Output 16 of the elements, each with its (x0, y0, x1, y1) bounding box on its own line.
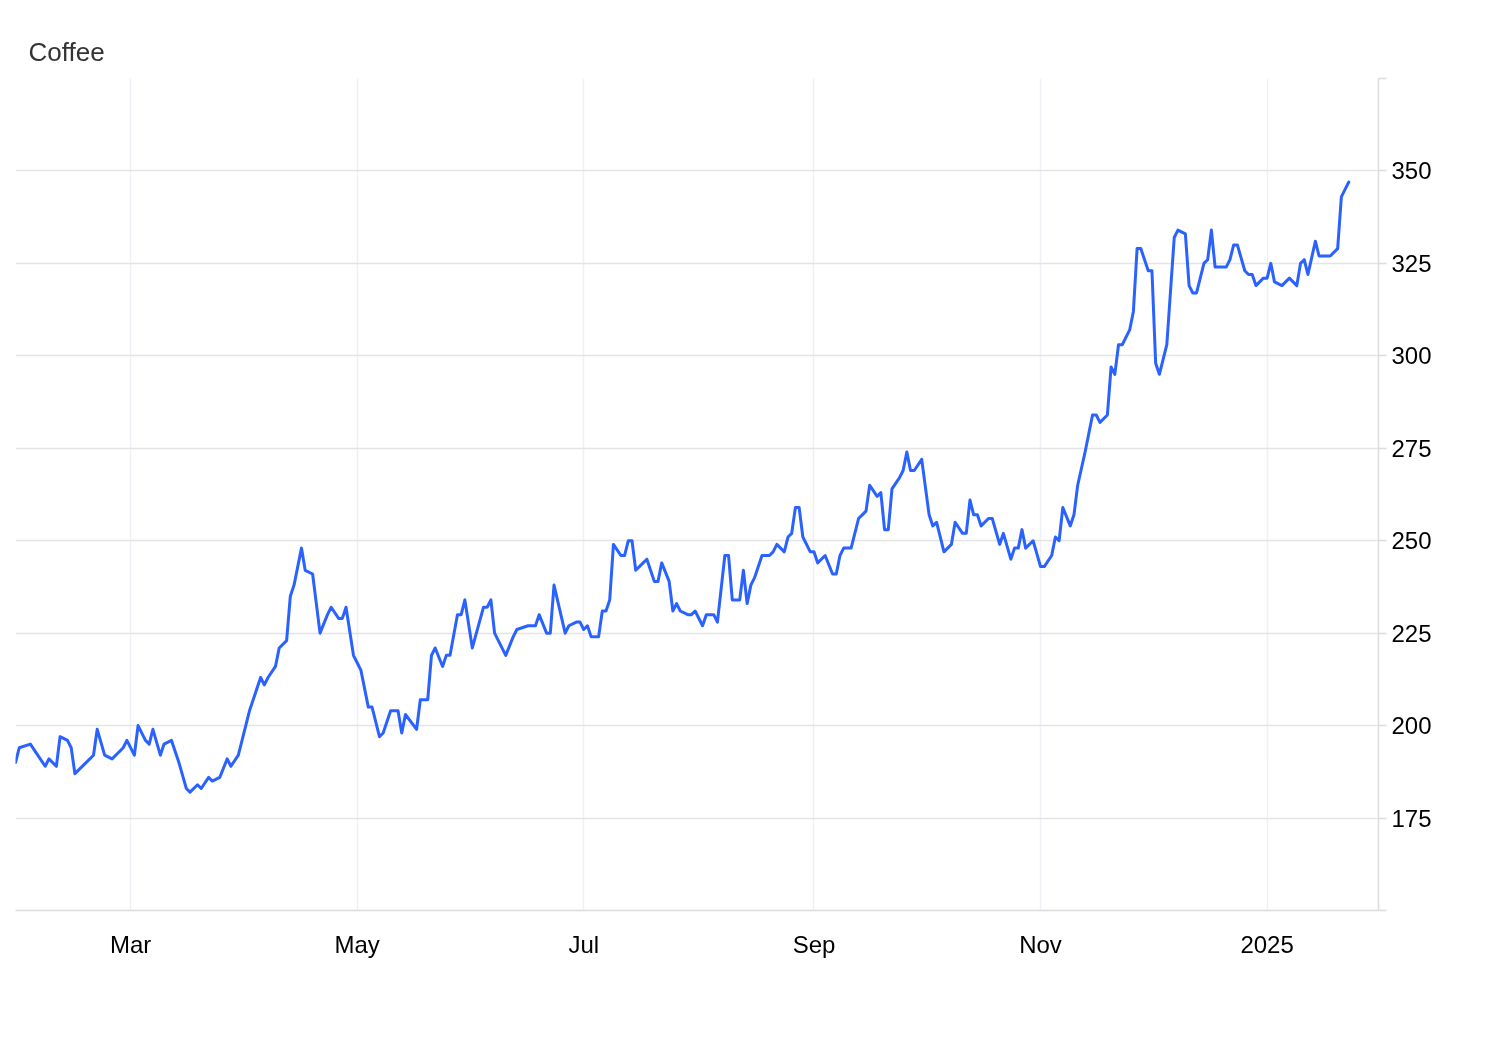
y-tick-label: 275 (1391, 434, 1432, 462)
y-tick-label: 325 (1391, 249, 1432, 277)
x-tick-label: Mar (109, 930, 152, 958)
x-tick-label: Jul (568, 930, 600, 958)
line-series (15, 180, 1351, 794)
y-tick-label: 300 (1391, 342, 1432, 370)
x-tick-label: Nov (1019, 930, 1062, 958)
x-tick-label: Sep (792, 930, 836, 958)
x-tick-label: May (334, 930, 380, 958)
x-tick-label: 2025 (1240, 930, 1294, 958)
y-tick-label: 350 (1391, 157, 1432, 185)
y-tick-label: 225 (1391, 619, 1432, 647)
chart-title: Coffee (28, 36, 105, 67)
y-tick-label: 250 (1391, 527, 1432, 555)
y-tick-label: 200 (1391, 712, 1432, 740)
y-tick-label: 175 (1391, 804, 1432, 832)
